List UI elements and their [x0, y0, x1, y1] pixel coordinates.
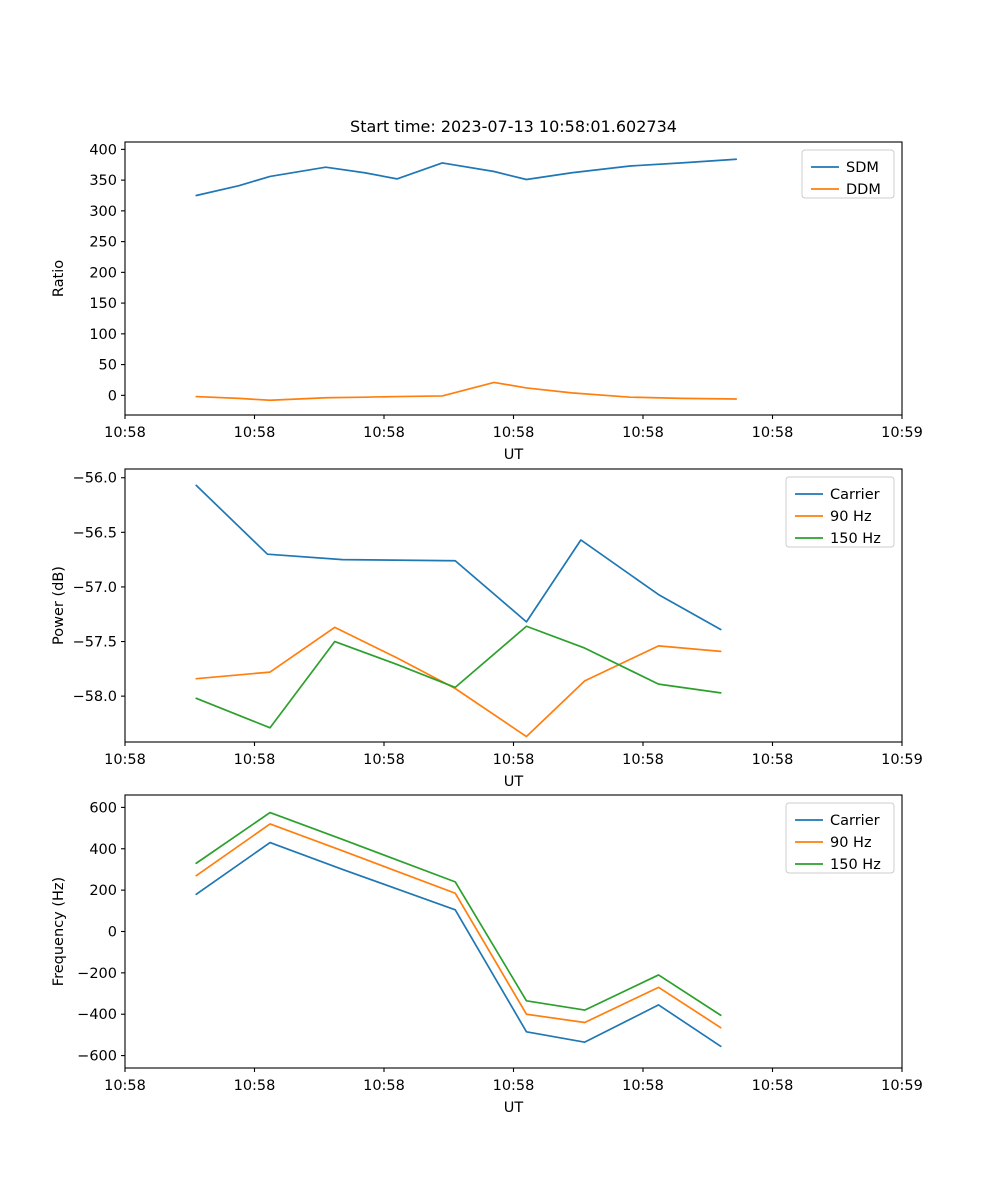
power-panel: −58.0 −57.5 −57.0 −56.5 −56.0 10:58 10:58 10:58…: [51, 468, 923, 790]
series-line-ddm: [195, 381, 738, 402]
x-axis-label: UT: [504, 1100, 524, 1116]
y-tick-label: −200: [77, 966, 117, 982]
legend-label-sdm: SDM: [846, 160, 879, 176]
x-tick-label: 10:58: [363, 752, 405, 768]
legend-label-90hz: 90 Hz: [830, 835, 872, 851]
x-tick-label: 10:58: [234, 1078, 276, 1094]
legend-label-150hz: 150 Hz: [830, 531, 881, 547]
legend-label-carrier: Carrier: [830, 813, 880, 829]
x-tick-label: 10:58: [622, 752, 664, 768]
y-tick-label: −57.0: [73, 580, 117, 596]
x-tick-label: 10:58: [104, 752, 146, 768]
x-tick-label: 10:58: [104, 425, 146, 441]
legend-frequency-panel[interactable]: Carrier 90 Hz 150 Hz: [785, 802, 895, 874]
series-line-150hz: [195, 811, 722, 1017]
x-tick-label: 10:58: [363, 1078, 405, 1094]
x-tick-label: 10:59: [881, 752, 923, 768]
x-axis-label: UT: [504, 447, 524, 463]
series-line-150hz: [195, 625, 722, 729]
y-tick-label: −600: [77, 1049, 117, 1065]
y-tick-label: −400: [77, 1007, 117, 1023]
x-tick-label: 10:58: [493, 1078, 535, 1094]
x-tick-label: 10:58: [363, 425, 405, 441]
x-tick-label: 10:58: [622, 425, 664, 441]
y-tick-label: 150: [89, 296, 117, 312]
x-tick-label: 10:58: [752, 425, 794, 441]
series-line-carrier: [195, 841, 722, 1048]
x-tick-label: 10:58: [493, 752, 535, 768]
y-tick-label: 100: [89, 327, 117, 343]
legend-ratio-panel[interactable]: SDM DDM: [801, 149, 895, 199]
axes-frame: [124, 794, 903, 1069]
y-tick-label: 600: [89, 800, 117, 816]
y-tick-label: 250: [89, 235, 117, 251]
frequency-panel: −600 −400 −200 0 200 400 600 10:58 10:58 10:58 10:…: [51, 794, 923, 1116]
series-line-90hz: [195, 823, 722, 1029]
y-tick-label: −57.5: [73, 635, 117, 651]
x-tick-label: 10:58: [622, 1078, 664, 1094]
series-line-90hz: [195, 626, 722, 738]
y-axis-label: Ratio: [51, 260, 67, 297]
x-tick-label: 10:59: [881, 425, 923, 441]
y-tick-label: 350: [89, 173, 117, 189]
x-tick-label: 10:58: [752, 1078, 794, 1094]
x-tick-label: 10:58: [234, 425, 276, 441]
y-tick-label: −56.5: [73, 525, 117, 541]
x-tick-label: 10:58: [104, 1078, 146, 1094]
axes-frame: [124, 468, 903, 743]
axes-frame: [124, 141, 903, 416]
series-line-carrier: [195, 484, 722, 631]
legend-power-panel[interactable]: Carrier 90 Hz 150 Hz: [785, 476, 895, 548]
y-tick-label: −56.0: [73, 471, 117, 487]
y-axis-label: Frequency (Hz): [51, 877, 67, 986]
y-tick-label: 50: [99, 358, 117, 374]
legend-background: [801, 149, 895, 199]
legend-label-ddm: DDM: [846, 182, 881, 198]
y-tick-label: 0: [108, 925, 117, 941]
y-tick-label: 0: [108, 388, 117, 404]
series-line-sdm: [195, 158, 738, 197]
x-tick-label: 10:58: [752, 752, 794, 768]
x-tick-label: 10:58: [234, 752, 276, 768]
figure-title: Start time: 2023-07-13 10:58:01.602734: [350, 117, 677, 136]
x-tick-label: 10:59: [881, 1078, 923, 1094]
y-axis-label: Power (dB): [51, 566, 67, 645]
legend-label-carrier: Carrier: [830, 487, 880, 503]
y-tick-label: −58.0: [73, 689, 117, 705]
x-tick-label: 10:58: [493, 425, 535, 441]
legend-label-90hz: 90 Hz: [830, 509, 872, 525]
y-tick-label: 300: [89, 204, 117, 220]
ratio-panel: 0 50 100 150 200 250 300 350 400 10:58 10:58 10:58 1…: [51, 141, 923, 463]
x-axis-label: UT: [504, 774, 524, 790]
y-tick-label: 200: [89, 883, 117, 899]
legend-label-150hz: 150 Hz: [830, 857, 881, 873]
y-tick-label: 400: [89, 142, 117, 158]
y-tick-label: 400: [89, 842, 117, 858]
y-tick-label: 200: [89, 265, 117, 281]
